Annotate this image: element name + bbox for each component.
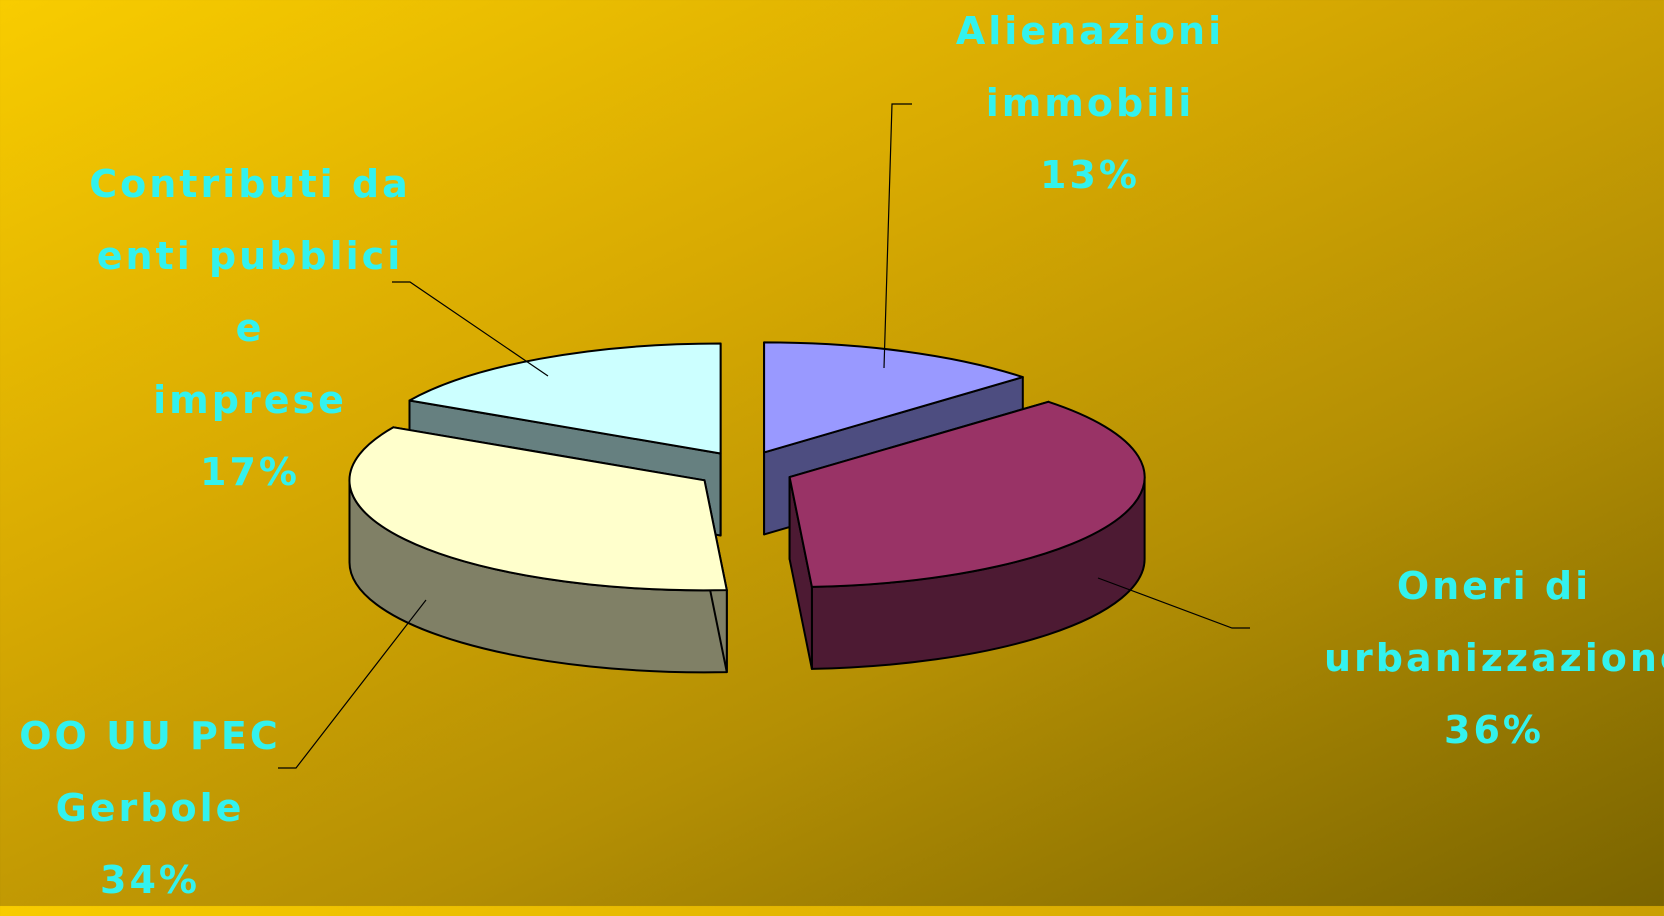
label-oneri-line1: Oneri di: [1396, 564, 1592, 608]
label-oneri-pct: 36%: [1444, 708, 1544, 752]
label-alienazioni-line2: immobili: [985, 81, 1195, 125]
label-oneri-line2: urbanizzazione: [1324, 636, 1664, 680]
leader-oneri: [1097, 577, 1250, 629]
slice-oo-uu-pec: [348, 426, 728, 592]
slice-oneri: [788, 400, 1146, 588]
leader-oo-uu-pec: [278, 599, 427, 769]
label-alienazioni-line1: Alienazioni: [955, 9, 1225, 53]
leader-alienazioni: [883, 103, 912, 369]
label-oo-uu-pec-line1: OO UU PEC: [19, 714, 281, 758]
label-alienazioni-pct: 13%: [1040, 153, 1140, 197]
leader-contributi: [392, 281, 549, 377]
label-contributi: Contributi da enti pubblici e imprese 17…: [80, 148, 420, 508]
label-oneri: Oneri di urbanizzazione 36%: [1324, 550, 1664, 766]
label-oo-uu-pec-line2: Gerbole: [55, 786, 245, 830]
label-oo-uu-pec: OO UU PEC Gerbole 34%: [0, 700, 300, 916]
label-contributi-line2: enti pubblici e: [96, 234, 404, 350]
label-contributi-line1: Contributi da: [89, 162, 411, 206]
slice-contributi: [408, 342, 722, 455]
label-alienazioni: Alienazioni immobili 13%: [940, 0, 1240, 211]
label-contributi-line3: imprese: [153, 378, 347, 422]
slice-alienazioni: [763, 341, 1024, 454]
label-oo-uu-pec-pct: 34%: [100, 858, 200, 902]
label-contributi-pct: 17%: [200, 450, 300, 494]
